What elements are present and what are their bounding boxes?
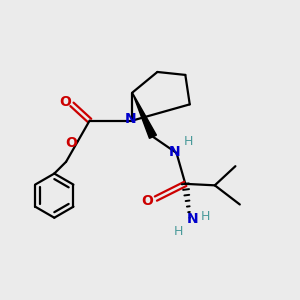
Text: N: N — [125, 112, 137, 126]
Text: O: O — [60, 95, 71, 109]
Text: H: H — [184, 135, 193, 148]
Text: N: N — [169, 145, 181, 159]
Polygon shape — [132, 93, 156, 138]
Text: N: N — [186, 212, 198, 226]
Text: O: O — [142, 194, 154, 208]
Text: O: O — [65, 136, 77, 150]
Text: H: H — [200, 210, 210, 223]
Text: H: H — [173, 225, 183, 239]
